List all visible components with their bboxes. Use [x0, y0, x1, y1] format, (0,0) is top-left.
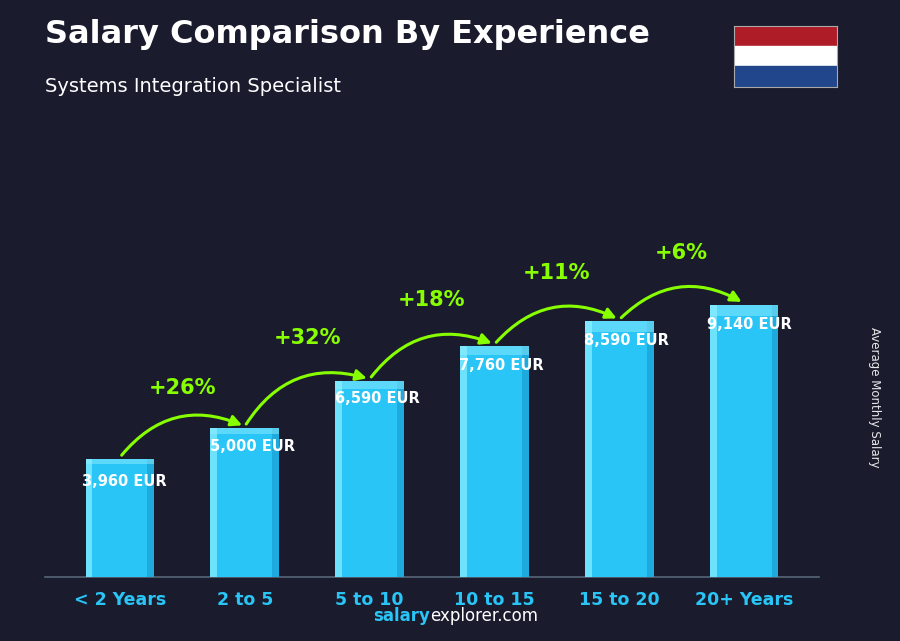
Bar — [272, 428, 279, 577]
Bar — [734, 46, 837, 66]
Bar — [647, 321, 653, 577]
Bar — [336, 381, 404, 577]
Text: 6,590 EUR: 6,590 EUR — [335, 391, 419, 406]
Bar — [211, 428, 217, 577]
Text: 9,140 EUR: 9,140 EUR — [706, 317, 791, 332]
Bar — [585, 321, 653, 331]
Bar — [585, 321, 592, 577]
Bar — [585, 321, 653, 577]
Bar — [771, 305, 778, 577]
Text: Salary Comparison By Experience: Salary Comparison By Experience — [45, 19, 650, 50]
Bar — [734, 26, 837, 46]
Text: 8,590 EUR: 8,590 EUR — [584, 333, 670, 347]
Bar — [211, 428, 279, 577]
Bar — [710, 305, 778, 577]
Bar — [710, 305, 716, 577]
Text: 7,760 EUR: 7,760 EUR — [460, 358, 544, 373]
Bar — [336, 381, 404, 388]
Text: 5,000 EUR: 5,000 EUR — [210, 438, 295, 454]
Bar — [710, 305, 778, 316]
Text: +18%: +18% — [398, 290, 466, 310]
Text: +11%: +11% — [523, 263, 590, 283]
Text: Systems Integration Specialist: Systems Integration Specialist — [45, 77, 341, 96]
Text: explorer.com: explorer.com — [430, 607, 538, 625]
Bar — [734, 66, 837, 87]
Bar — [460, 346, 529, 577]
Bar — [211, 428, 279, 434]
Text: +6%: +6% — [655, 244, 708, 263]
Bar — [86, 459, 154, 464]
Bar — [86, 459, 154, 577]
Bar — [460, 346, 467, 577]
Text: Average Monthly Salary: Average Monthly Salary — [868, 327, 881, 468]
Bar — [522, 346, 529, 577]
Bar — [397, 381, 404, 577]
Text: +26%: +26% — [148, 378, 216, 399]
Bar — [336, 381, 342, 577]
Bar — [460, 346, 529, 355]
Text: 3,960 EUR: 3,960 EUR — [83, 474, 167, 489]
Text: salary: salary — [374, 607, 430, 625]
Bar — [148, 459, 154, 577]
Bar — [86, 459, 93, 577]
Text: +32%: +32% — [274, 328, 341, 348]
